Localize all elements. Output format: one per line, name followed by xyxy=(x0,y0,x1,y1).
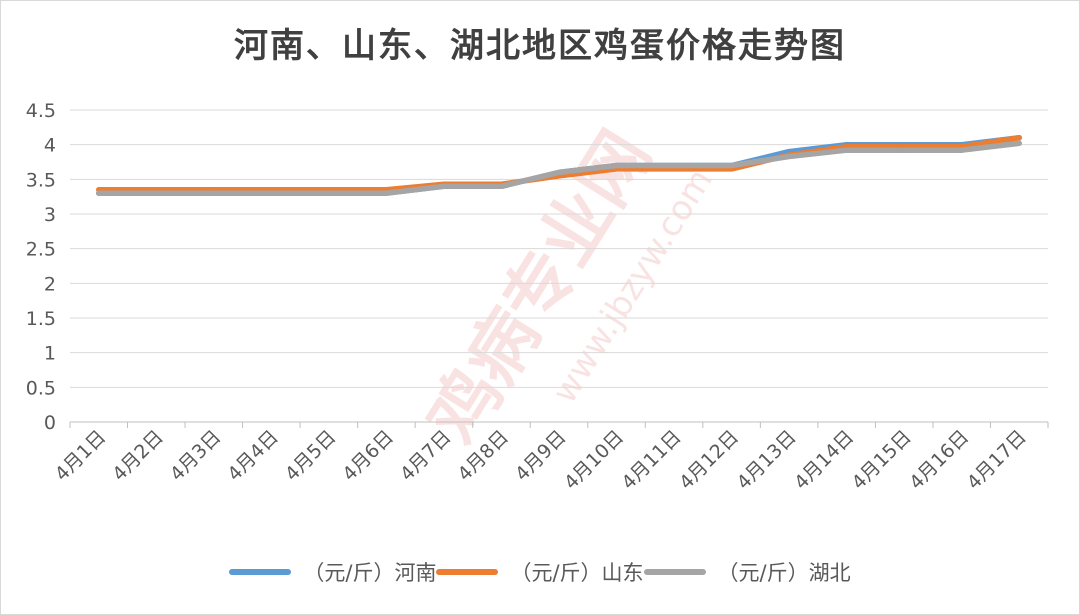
y-tick-label: 1.5 xyxy=(26,308,56,330)
legend-label-shandong: （元/斤）山东 xyxy=(510,561,644,585)
x-tick-label: 4月10日 xyxy=(560,426,628,494)
data-point-series-1 xyxy=(1016,135,1022,141)
legend-item-shandong: （元/斤）山东 xyxy=(436,557,644,587)
x-tick-label: 4月3日 xyxy=(166,426,226,486)
data-point-series-2 xyxy=(153,190,159,196)
legend-swatch-shandong xyxy=(436,569,499,575)
y-tick-label: 4 xyxy=(44,135,56,157)
data-point-series-2 xyxy=(728,162,735,169)
y-tick-label: 3 xyxy=(44,204,56,226)
data-point-series-2 xyxy=(326,190,332,196)
chart-title: 河南、山东、湖北地区鸡蛋价格走势图 xyxy=(234,26,846,66)
y-tick-label: 0 xyxy=(44,412,56,434)
data-point-series-2 xyxy=(383,190,390,196)
x-tick-label: 4月12日 xyxy=(675,426,743,494)
x-tick-label: 4月4日 xyxy=(223,426,283,486)
y-tick-label: 3.5 xyxy=(26,169,56,191)
data-point-series-2 xyxy=(268,190,274,196)
legend: （元/斤）河南 （元/斤）山东 （元/斤）湖北 xyxy=(0,557,1080,587)
x-tick-label: 4月15日 xyxy=(848,426,916,494)
data-point-series-2 xyxy=(671,162,677,169)
x-tick-label: 4月16日 xyxy=(905,426,973,494)
legend-label-henan: （元/斤）河南 xyxy=(303,561,437,585)
x-tick-label: 4月6日 xyxy=(338,426,398,486)
data-point-series-2 xyxy=(844,147,850,153)
legend-label-hubei: （元/斤）湖北 xyxy=(717,561,851,585)
data-point-series-2 xyxy=(959,147,965,153)
legend-swatch-hubei xyxy=(643,569,706,575)
x-tick-label: 4月1日 xyxy=(51,426,111,486)
x-tick-label: 4月5日 xyxy=(281,426,341,486)
data-point-series-2 xyxy=(96,190,102,196)
data-point-series-2 xyxy=(613,162,620,169)
x-tick-label: 4月11日 xyxy=(618,426,686,494)
x-tick-label: 4月14日 xyxy=(790,426,858,494)
data-point-series-2 xyxy=(498,183,505,189)
y-tick-label: 0.5 xyxy=(26,377,56,399)
data-point-series-2 xyxy=(556,169,562,175)
data-point-series-2 xyxy=(211,190,217,196)
legend-swatch-henan xyxy=(229,569,292,575)
y-tick-label: 1 xyxy=(44,343,56,365)
y-tick-label: 2 xyxy=(44,273,56,295)
y-tick-label: 2.5 xyxy=(26,239,56,261)
x-tick-label: 4月17日 xyxy=(963,426,1031,494)
legend-item-hubei: （元/斤）湖北 xyxy=(643,557,851,587)
x-tick-label: 4月7日 xyxy=(396,426,456,486)
data-point-series-2 xyxy=(441,183,447,189)
data-point-series-2 xyxy=(1016,140,1022,146)
data-point-series-2 xyxy=(901,147,907,153)
data-point-series-2 xyxy=(786,153,792,160)
x-tick-label: 4月2日 xyxy=(108,426,168,486)
y-tick-label: 4.5 xyxy=(26,100,56,122)
legend-item-henan: （元/斤）河南 xyxy=(229,557,436,587)
x-tick-label: 4月13日 xyxy=(733,426,801,494)
